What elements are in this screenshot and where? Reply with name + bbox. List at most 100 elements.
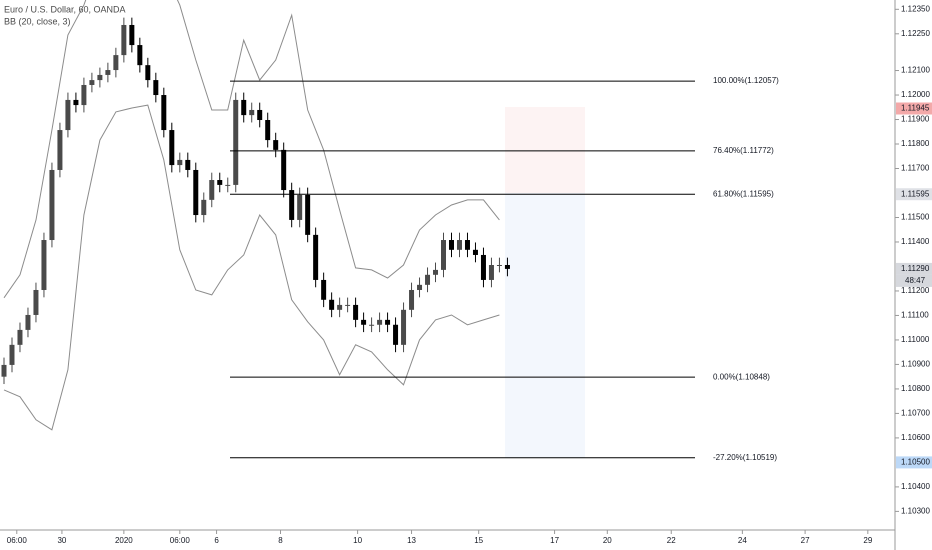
candle-body — [241, 99, 247, 116]
candle-body — [161, 95, 167, 131]
y-tick-label: 1.11800 — [901, 139, 930, 148]
candle-body — [409, 289, 415, 310]
candle-body — [17, 329, 23, 345]
price-badge — [896, 102, 932, 115]
candle-body — [137, 45, 143, 66]
candle-body — [201, 199, 207, 216]
candle-body — [177, 159, 183, 166]
candle-body — [265, 120, 271, 141]
y-tick-label: 1.11900 — [901, 115, 930, 124]
price-badge-label: 1.11945 — [901, 104, 930, 113]
y-tick-label: 1.12100 — [901, 66, 930, 75]
x-tick-label: 6 — [214, 536, 219, 545]
candle-body — [425, 274, 431, 285]
candle-body — [345, 304, 351, 306]
y-tick-label: 1.10400 — [901, 482, 930, 491]
candle-body — [73, 99, 79, 106]
candle-body — [448, 240, 454, 250]
plot-area — [1, 0, 510, 431]
candle-body — [185, 159, 191, 170]
candle-body — [480, 254, 486, 280]
candle-body — [504, 265, 510, 269]
candle-body — [225, 184, 231, 186]
fib-level-label: -27.20%(1.10519) — [713, 453, 777, 462]
y-tick-label: 1.10700 — [901, 409, 930, 418]
candle-body — [9, 344, 15, 365]
x-tick-label: 15 — [474, 536, 483, 545]
fib-level-label: 61.80%(1.11595) — [713, 189, 774, 198]
x-tick-label: 8 — [278, 536, 283, 545]
position-profit-zone — [505, 193, 585, 458]
candle-body — [329, 299, 335, 310]
candle-body — [145, 65, 151, 81]
candle-body — [417, 284, 423, 290]
candle-body — [113, 55, 119, 71]
candle-body — [105, 70, 111, 75]
candle-body — [369, 324, 375, 326]
candle-body — [41, 240, 47, 290]
candle-body — [129, 24, 135, 46]
x-tick-label: 17 — [550, 536, 559, 545]
position-loss-zone — [505, 107, 585, 193]
candle-body — [81, 84, 87, 106]
y-tick-label: 1.10300 — [901, 506, 930, 515]
candle-body — [153, 80, 159, 96]
y-tick-label: 1.11000 — [901, 335, 930, 344]
bollinger-band-upper — [3, 0, 500, 299]
x-tick-label: 10 — [353, 536, 362, 545]
y-tick-label: 1.11200 — [901, 286, 930, 295]
x-tick-label: 22 — [667, 536, 676, 545]
candle-body — [321, 279, 327, 300]
y-tick-label: 1.12350 — [901, 4, 930, 13]
candle-body — [353, 304, 359, 320]
y-tick-label: 1.11500 — [901, 213, 930, 222]
x-tick-label: 13 — [407, 536, 416, 545]
x-tick-label: 29 — [863, 536, 872, 545]
candle-body — [193, 169, 199, 216]
candle-body — [337, 304, 343, 310]
candle-body — [441, 240, 447, 270]
candle-body — [496, 265, 502, 266]
bollinger-band-lower — [3, 104, 500, 431]
countdown-label: 48:47 — [905, 276, 926, 285]
candle-body — [89, 80, 95, 85]
x-tick-label: 20 — [603, 536, 612, 545]
y-tick-label: 1.10900 — [901, 360, 930, 369]
countdown-badge — [896, 274, 932, 287]
price-badge — [896, 188, 932, 201]
y-tick-label: 1.12000 — [901, 90, 930, 99]
x-tick-label: 06:00 — [170, 536, 191, 545]
candle-body — [209, 180, 215, 200]
y-tick-label: 1.10800 — [901, 384, 930, 393]
candle-body — [313, 234, 319, 280]
candle-body — [377, 319, 383, 325]
chart-title: Euro / U.S. Dollar, 60, OANDA — [4, 4, 126, 14]
x-tick-label: 2020 — [115, 536, 133, 545]
candle-body — [49, 169, 55, 241]
y-tick-label: 1.11700 — [901, 164, 930, 173]
y-tick-label: 1.10600 — [901, 433, 930, 442]
candle-body — [273, 140, 279, 150]
candle-body — [249, 109, 255, 116]
fib-level-label: 76.40%(1.11772) — [713, 146, 774, 155]
candle-body — [305, 194, 311, 235]
fib-level-label: 100.00%(1.12057) — [713, 76, 779, 85]
candle-body — [25, 314, 31, 330]
candle-body — [361, 319, 367, 325]
y-tick-label: 1.11400 — [901, 237, 930, 246]
candle-body — [472, 249, 478, 255]
price-badge-label: 1.10500 — [901, 458, 930, 467]
candle-body — [488, 265, 494, 280]
candle-body — [33, 289, 39, 315]
candle-body — [233, 99, 239, 185]
x-tick-label: 30 — [57, 536, 66, 545]
candle-body — [289, 190, 295, 220]
candle-body — [464, 240, 470, 250]
indicator-legend: BB (20, close, 3) — [4, 16, 71, 26]
candle-body — [97, 74, 103, 81]
candle-body — [297, 194, 303, 220]
candle-body — [385, 319, 391, 325]
candle-body — [281, 149, 287, 191]
y-tick-label: 1.12250 — [901, 29, 930, 38]
